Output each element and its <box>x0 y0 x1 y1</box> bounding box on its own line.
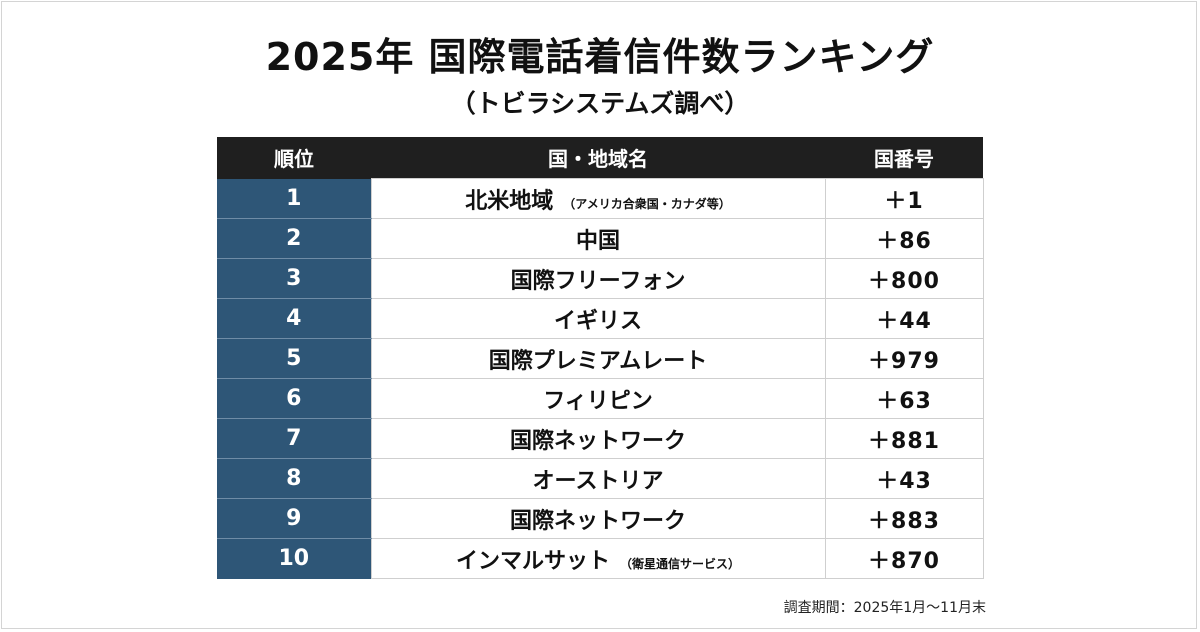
country-name: 国際ネットワーク <box>509 428 686 454</box>
rank-cell: 3 <box>217 258 371 299</box>
country-cell: 国際ネットワーク <box>370 418 826 459</box>
country-code-cell: ＋63 <box>824 378 984 419</box>
page-subtitle: （トビラシステムズ調べ） <box>450 89 750 118</box>
page-title: 2025年 国際電話着信件数ランキング <box>265 35 935 79</box>
rank-cell: 4 <box>217 298 371 339</box>
table-row: 9 国際ネットワーク ＋883 <box>217 498 984 539</box>
table-row: 6 フィリピン ＋63 <box>217 378 984 419</box>
rank-cell: 8 <box>217 458 371 499</box>
survey-period-note: 調査期間：2025年1月～11月末 <box>783 600 986 616</box>
country-code-cell: ＋870 <box>824 538 984 579</box>
rank-cell: 10 <box>217 538 371 579</box>
country-name: 国際ネットワーク <box>509 508 686 534</box>
table-header: 順位 国・地域名 国番号 <box>217 137 983 179</box>
table-row: 10 インマルサット （衛星通信サービス） ＋870 <box>217 538 984 579</box>
rank-cell: 5 <box>217 338 371 379</box>
country-name: オーストリア <box>532 468 664 494</box>
country-cell: イギリス <box>370 298 826 339</box>
header-country: 国・地域名 <box>371 137 825 179</box>
ranking-table: 順位 国・地域名 国番号 1 北米地域 （アメリカ合衆国・カナダ等） ＋1 2 中国 ＋86… <box>217 137 984 579</box>
country-cell: 北米地域 （アメリカ合衆国・カナダ等） <box>370 178 826 219</box>
country-name: 北米地域 <box>465 188 554 214</box>
country-code-cell: ＋44 <box>824 298 984 339</box>
table-row: 4 イギリス ＋44 <box>217 298 984 339</box>
table-row: 7 国際ネットワーク ＋881 <box>217 418 984 459</box>
country-cell: 国際プレミアムレート <box>370 338 826 379</box>
rank-cell: 1 <box>217 178 371 219</box>
table-body: 1 北米地域 （アメリカ合衆国・カナダ等） ＋1 2 中国 ＋86 3 国際フリーフォン ＋800… <box>217 178 984 579</box>
table-row: 5 国際プレミアムレート ＋979 <box>217 338 984 379</box>
country-cell: オーストリア <box>370 458 826 499</box>
country-code-cell: ＋800 <box>824 258 984 299</box>
rank-cell: 9 <box>217 498 371 539</box>
header-row: 順位 国・地域名 国番号 <box>217 137 983 179</box>
country-code-cell: ＋883 <box>824 498 984 539</box>
country-cell: インマルサット （衛星通信サービス） <box>370 538 826 579</box>
country-name: フィリピン <box>543 388 653 414</box>
country-name: 中国 <box>575 228 620 254</box>
country-code-cell: ＋979 <box>824 338 984 379</box>
country-cell: フィリピン <box>370 378 826 419</box>
country-cell: 国際ネットワーク <box>370 498 826 539</box>
country-code-cell: ＋1 <box>824 178 984 219</box>
header-code: 国番号 <box>825 137 983 179</box>
country-note: （衛星通信サービス） <box>620 556 741 571</box>
country-code-cell: ＋881 <box>824 418 984 459</box>
country-cell: 国際フリーフォン <box>370 258 826 299</box>
rank-cell: 6 <box>217 378 371 419</box>
table-row: 3 国際フリーフォン ＋800 <box>217 258 984 299</box>
country-code-cell: ＋43 <box>824 458 984 499</box>
country-name: インマルサット <box>455 548 610 574</box>
country-note: （アメリカ合衆国・カナダ等） <box>563 196 731 211</box>
country-cell: 中国 <box>370 218 826 259</box>
country-name: 国際プレミアムレート <box>488 348 708 374</box>
table-row: 1 北米地域 （アメリカ合衆国・カナダ等） ＋1 <box>217 178 984 219</box>
table-row: 8 オーストリア ＋43 <box>217 458 984 499</box>
table-row: 2 中国 ＋86 <box>217 218 984 259</box>
rank-cell: 7 <box>217 418 371 459</box>
country-name: イギリス <box>553 308 642 334</box>
rank-cell: 2 <box>217 218 371 259</box>
header-rank: 順位 <box>217 137 371 179</box>
country-code-cell: ＋86 <box>824 218 984 259</box>
country-name: 国際フリーフォン <box>510 268 686 294</box>
